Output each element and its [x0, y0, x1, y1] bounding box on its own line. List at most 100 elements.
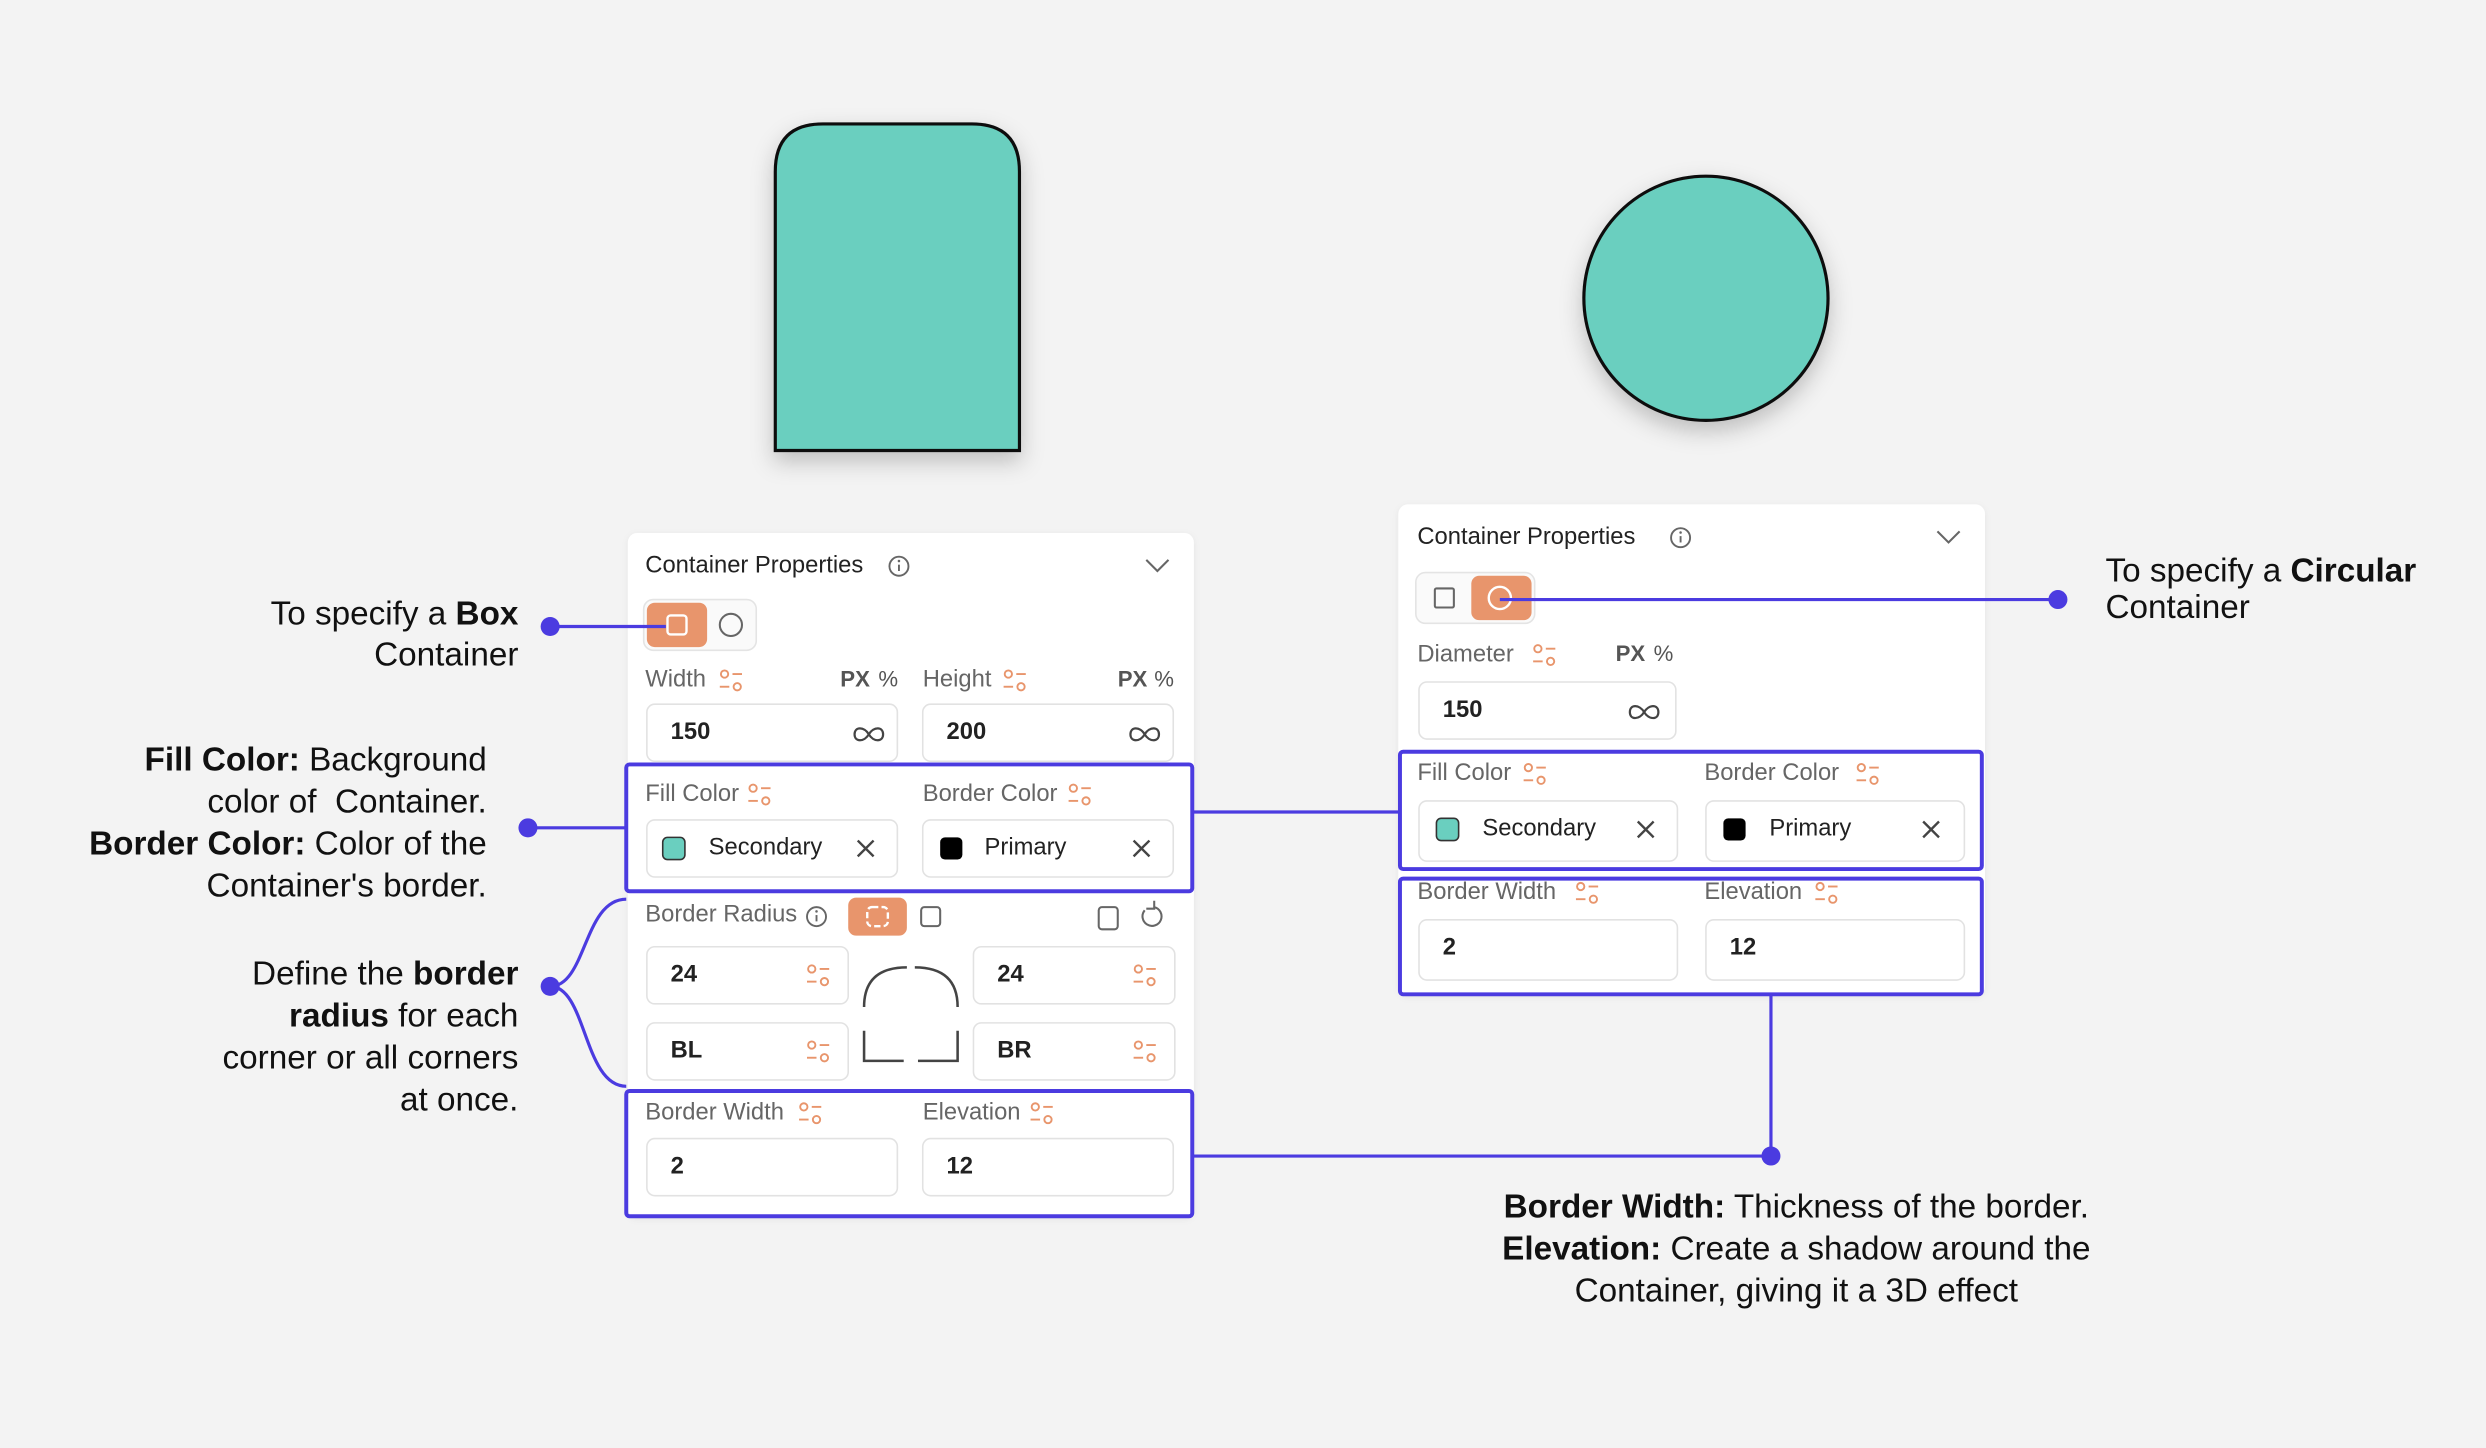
radius-input[interactable] — [972, 945, 1176, 1005]
fill-color-label: Fill Color — [1417, 759, 1511, 786]
connector — [549, 897, 627, 1088]
fill-color-label: Fill Color — [645, 780, 739, 807]
unit-percent[interactable]: % — [878, 666, 898, 691]
reset-icon[interactable] — [1141, 900, 1163, 927]
panel-title: Container Properties — [1417, 523, 1635, 550]
color-swatch — [1435, 817, 1460, 842]
corners-icon — [866, 905, 890, 928]
radius-input[interactable] — [972, 1022, 1176, 1081]
annotation-line: To specify a Circular — [2105, 552, 2416, 589]
annotation-text: Container, giving it a 3D effect — [1575, 1272, 2018, 1309]
width-value: 150 — [671, 718, 711, 745]
unit-percent[interactable]: % — [1654, 641, 1674, 666]
elevation-input[interactable] — [1705, 919, 1966, 981]
annotation-line: Border Width: Thickness of the border. — [1504, 1188, 2089, 1225]
annotation-text: corner or all corners — [222, 1039, 518, 1076]
box-button[interactable] — [1433, 587, 1455, 609]
annotation-bold: radius — [289, 997, 389, 1034]
all-corners-button[interactable] — [848, 897, 907, 936]
highlight-box — [1397, 876, 1984, 997]
annotation-line: Elevation: Create a shadow around the — [1502, 1230, 2090, 1267]
annotation-line: color of Container. — [207, 783, 486, 820]
border-color-input[interactable] — [921, 819, 1175, 878]
annotation-bold: Circular — [2290, 552, 2416, 589]
box-preview — [773, 122, 1022, 453]
annotation-line: radius for each — [289, 997, 518, 1034]
diameter-input[interactable] — [1418, 681, 1677, 740]
annotation-line: To specify a Box — [271, 595, 519, 632]
height-label: Height — [923, 666, 992, 693]
height-input[interactable] — [921, 703, 1175, 763]
elevation-label: Elevation — [1704, 878, 1802, 905]
annotation-text: Thickness of the border. — [1725, 1188, 2089, 1225]
highlight-box — [624, 1089, 1195, 1219]
fill-color-input[interactable] — [1418, 800, 1679, 862]
right-panel: Container Properties Diameter PX % 150 F… — [1397, 504, 1985, 997]
annotation-line: Container — [2105, 589, 2249, 626]
annotation-text: for each — [389, 997, 519, 1034]
color-swatch — [940, 837, 963, 860]
radius-bottom-left: BL — [671, 1037, 703, 1064]
radius-input[interactable] — [646, 1022, 850, 1081]
unit-px[interactable]: PX — [1616, 641, 1646, 666]
border-width-value: 2 — [671, 1152, 684, 1179]
connector — [1192, 994, 1773, 1158]
left-panel: Container Properties Width PX % Height P… — [624, 532, 1195, 1219]
annotation-text: Background — [300, 741, 487, 778]
elevation-value: 12 — [947, 1152, 973, 1179]
annotation: To specify a Box Container — [271, 595, 519, 673]
annotation-bold: Border Color: — [89, 825, 305, 862]
annotation-text: at once. — [400, 1081, 518, 1118]
border-width-input[interactable] — [1418, 919, 1679, 981]
single-corner-button[interactable] — [920, 906, 942, 928]
annotation-line: Container's border. — [207, 867, 487, 904]
fill-color-value: Secondary — [1482, 815, 1596, 842]
border-color-input[interactable] — [1705, 800, 1966, 862]
annotation-text: Create a shadow around the — [1661, 1230, 2090, 1267]
diameter-label: Diameter — [1417, 640, 1513, 667]
border-width-value: 2 — [1443, 934, 1456, 961]
border-radius-label: Border Radius — [645, 900, 797, 927]
color-swatch — [1723, 818, 1746, 841]
elevation-input[interactable] — [921, 1137, 1175, 1197]
chevron[interactable] — [1145, 559, 1170, 573]
circle-button[interactable] — [718, 612, 744, 638]
chevron[interactable] — [1936, 530, 1961, 544]
border-color-label: Border Color — [923, 780, 1058, 807]
box-icon — [666, 614, 688, 636]
connector-dot — [540, 976, 560, 996]
annotation-line: Define the border — [252, 955, 518, 992]
border-color-value: Primary — [1769, 815, 1851, 842]
elevation-value: 12 — [1730, 934, 1756, 961]
annotation-text: Container's border. — [207, 867, 487, 904]
connector-dot — [518, 818, 538, 838]
unit-px[interactable]: PX — [840, 666, 870, 691]
elevation-label: Elevation — [923, 1099, 1021, 1126]
border-color-value: Primary — [985, 834, 1067, 861]
color-swatch — [661, 836, 686, 861]
annotation-line: at once. — [400, 1081, 518, 1118]
annotation-text: Container — [2105, 589, 2249, 626]
annotation-text: To specify a — [2105, 552, 2290, 589]
annotation-line: Container — [374, 636, 518, 673]
annotation: Fill Color: Background color of Container… — [89, 741, 487, 904]
width-input[interactable] — [646, 703, 899, 763]
annotation-text: Define the — [252, 955, 413, 992]
annotation-line: Border Color: Color of the — [89, 825, 487, 862]
height-value: 200 — [947, 718, 987, 745]
radius-input[interactable] — [646, 945, 850, 1005]
fill-color-input[interactable] — [646, 819, 899, 878]
radius-top-right: 24 — [997, 961, 1024, 988]
annotation-bold: Fill Color: — [145, 741, 300, 778]
annotation-line: corner or all corners — [222, 1039, 518, 1076]
unit-px[interactable]: PX — [1118, 666, 1148, 691]
box-button[interactable] — [646, 602, 708, 648]
panel-title: Container Properties — [645, 552, 863, 579]
annotation-bold: Box — [456, 595, 519, 632]
copy-icon[interactable] — [1097, 906, 1119, 931]
unit-percent[interactable]: % — [1154, 666, 1174, 691]
border-width-input[interactable] — [646, 1137, 899, 1197]
